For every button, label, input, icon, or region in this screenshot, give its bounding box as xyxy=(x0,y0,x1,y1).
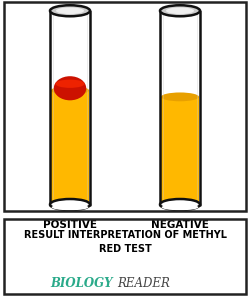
Text: RESULT INTERPRETATION OF METHYL
RED TEST: RESULT INTERPRETATION OF METHYL RED TEST xyxy=(24,230,226,254)
Ellipse shape xyxy=(160,199,200,210)
Ellipse shape xyxy=(56,80,84,88)
Text: BIOLOGY: BIOLOGY xyxy=(50,277,112,290)
Ellipse shape xyxy=(52,204,88,210)
Text: READER: READER xyxy=(118,277,171,290)
Bar xyxy=(50,11,90,205)
Ellipse shape xyxy=(162,204,198,210)
Ellipse shape xyxy=(161,92,199,101)
Ellipse shape xyxy=(50,5,90,16)
Bar xyxy=(51,90,89,208)
Ellipse shape xyxy=(50,199,90,210)
Text: POSITIVE: POSITIVE xyxy=(43,219,97,230)
Ellipse shape xyxy=(51,86,89,95)
Text: NEGATIVE: NEGATIVE xyxy=(151,219,209,230)
Ellipse shape xyxy=(166,7,194,14)
Bar xyxy=(161,97,199,208)
Ellipse shape xyxy=(160,5,200,16)
Ellipse shape xyxy=(56,7,84,14)
Bar xyxy=(160,11,200,205)
Ellipse shape xyxy=(54,76,86,100)
